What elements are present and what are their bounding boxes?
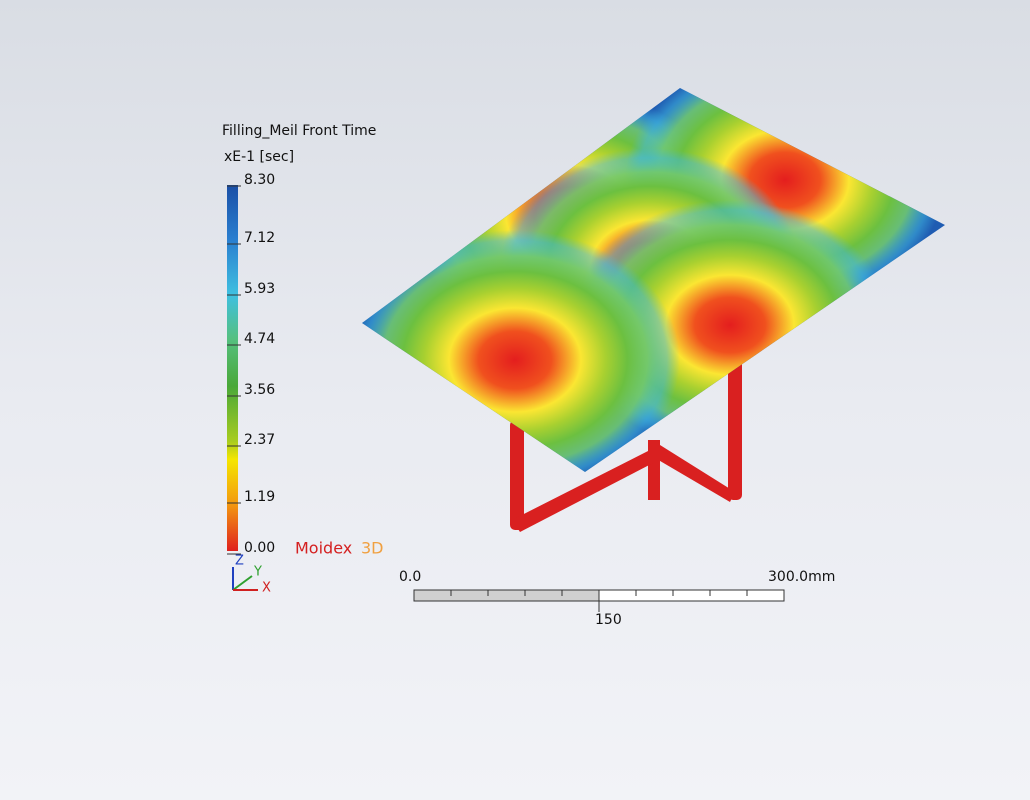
legend-tick-label: 0.00 (244, 540, 275, 556)
legend-tick-label: 5.93 (244, 281, 275, 297)
scale-bar: 0.0 300.0mm 150 (399, 569, 835, 628)
legend-title: Filling_Meil Front Time (222, 123, 376, 139)
scale-middle: 150 (595, 612, 622, 628)
legend-tick-label: 4.74 (244, 331, 275, 347)
legend-tick-label: 7.12 (244, 230, 275, 246)
color-bar (227, 185, 238, 551)
legs (510, 360, 742, 532)
axis-z: Z (235, 554, 244, 569)
axis-triad: Z Y X (232, 554, 271, 596)
legend-unit: xE-1 [sec] (224, 149, 294, 165)
legend-tick-label: 1.19 (244, 489, 275, 505)
axis-y: Y (253, 565, 262, 580)
scale-start: 0.0 (399, 569, 421, 585)
legend-tick-label: 3.56 (244, 382, 275, 398)
legend-tick-label: 8.30 (244, 172, 275, 188)
scale-end: 300.0mm (768, 569, 835, 585)
axis-x: X (262, 581, 271, 596)
brand-name: Moidex (295, 539, 352, 558)
brand-suffix: 3D (361, 539, 384, 558)
legend-tick-label: 2.37 (244, 432, 275, 448)
